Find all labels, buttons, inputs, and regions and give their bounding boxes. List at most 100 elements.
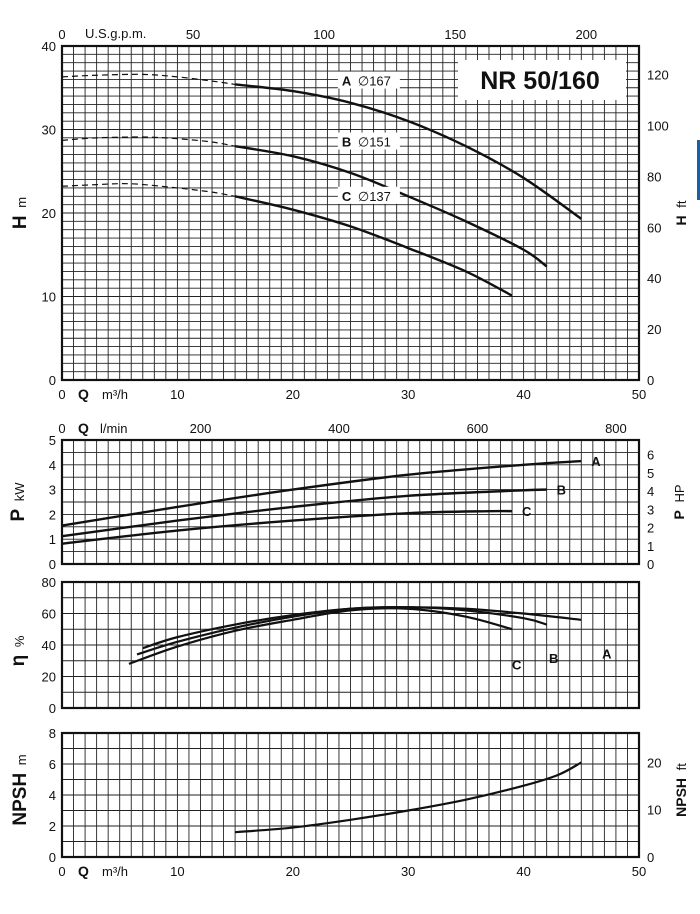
power-y-right-axis-title-label: P — [671, 510, 687, 519]
head-xtop-axis-title: U.S.g.p.m. — [85, 26, 146, 41]
npsh-y-axis-title: NPSH m — [10, 754, 31, 825]
power-xtick-top-label: 200 — [190, 421, 212, 436]
head-x-axis-title: Q — [78, 386, 89, 402]
efficiency-y-axis-title-label: η — [8, 655, 29, 667]
power-ytick-right-label: 2 — [647, 521, 654, 536]
power-xtop-axis-unit: l/min — [100, 421, 127, 436]
power-xtick-top-label: 800 — [605, 421, 627, 436]
head-y-axis-title-label: H — [10, 215, 31, 229]
head-ytick-right-label: 80 — [647, 169, 661, 184]
npsh-y-axis-title-unit: m — [14, 754, 29, 768]
head-ytick-label: 20 — [42, 206, 56, 221]
power-ytick-right-label: 5 — [647, 466, 654, 481]
power-curve-a — [61, 459, 582, 527]
efficiency-ytick-label: 40 — [42, 638, 56, 653]
head-curve-label-c: C — [342, 189, 352, 204]
power-ytick-label: 5 — [49, 433, 56, 448]
efficiency-curve-label-c: C — [512, 657, 522, 672]
power-y-axis-title: P kW — [8, 482, 29, 522]
chart-title: NR 50/160 — [480, 67, 600, 95]
power-y-axis-title-unit: kW — [12, 482, 27, 505]
efficiency-curve-label-b: B — [549, 651, 558, 666]
head-curve-b-dashed — [61, 136, 236, 147]
npsh-ytick-label: 8 — [49, 726, 56, 741]
head-xtick-label: 0 — [58, 387, 65, 402]
power-curve-label-b: B — [557, 483, 566, 498]
head-xtick-top-label: 100 — [313, 27, 335, 42]
npsh-ytick-right-label: 10 — [647, 803, 661, 818]
head-curve-c-dashed — [61, 183, 236, 197]
head-ytick-label: 40 — [42, 39, 56, 54]
power-ytick-right-label: 1 — [647, 539, 654, 554]
head-ytick-right-label: 20 — [647, 322, 661, 337]
head-curve-diameter-a: ∅167 — [358, 74, 391, 89]
npsh-xtick-label: 50 — [632, 864, 646, 879]
npsh-y-right-axis-title-unit: ft — [674, 763, 689, 774]
head-y-axis-title-unit: m — [14, 197, 29, 211]
head-xtick-label: 40 — [516, 387, 530, 402]
head-ytick-right-label: 120 — [647, 68, 669, 83]
npsh-y-right-axis-title-label: NPSH — [673, 778, 689, 817]
head-panel-frame — [60, 44, 641, 382]
head-y-right-axis-title-unit: ft — [674, 200, 689, 211]
npsh-ytick-label: 2 — [49, 819, 56, 834]
power-y-right-axis-title: P HP — [671, 484, 687, 519]
power-ytick-label: 3 — [49, 483, 56, 498]
head-xtick-top-label: 200 — [575, 27, 597, 42]
efficiency-y-axis-title-unit: % — [12, 635, 27, 651]
power-xtick-top-label: 0 — [58, 421, 65, 436]
npsh-panel-frame — [60, 731, 641, 859]
npsh-xtick-label: 20 — [286, 864, 300, 879]
power-ytick-right-label: 6 — [647, 448, 654, 463]
scan-edge-mark — [697, 140, 700, 200]
head-xtick-top-label: 0 — [58, 27, 65, 42]
head-y-right-axis-title-label: H — [673, 215, 689, 225]
head-y-axis-title: H m — [10, 197, 31, 229]
power-xtick-top-label: 600 — [467, 421, 489, 436]
head-curve-diameter-c: ∅137 — [358, 189, 391, 204]
head-ytick-right-label: 0 — [647, 373, 654, 388]
efficiency-panel-frame — [60, 580, 641, 710]
head-curve-label-bg — [337, 186, 400, 204]
efficiency-curve-b — [136, 606, 547, 656]
power-curve-label-a: A — [591, 454, 601, 469]
efficiency-curve-c — [128, 607, 513, 665]
npsh-y-axis-title-label: NPSH — [10, 773, 31, 826]
head-ytick-label: 30 — [42, 123, 56, 138]
power-curve-b — [61, 488, 547, 538]
head-ytick-label: 10 — [42, 290, 56, 305]
npsh-ytick-label: 0 — [49, 850, 56, 865]
efficiency-ytick-label: 80 — [42, 575, 56, 590]
power-y-axis-title-label: P — [8, 509, 29, 522]
head-x-axis-unit: m³/h — [102, 387, 128, 402]
head-xtick-top-label: 50 — [186, 27, 200, 42]
head-y-right-axis-title: H ft — [673, 200, 689, 225]
efficiency-ytick-label: 0 — [49, 701, 56, 716]
head-curve-a — [234, 83, 582, 220]
npsh-ytick-right-label: 20 — [647, 755, 661, 770]
power-ytick-label: 2 — [49, 507, 56, 522]
head-xtick-label: 50 — [632, 387, 646, 402]
efficiency-ytick-label: 20 — [42, 670, 56, 685]
power-ytick-right-label: 3 — [647, 502, 654, 517]
npsh-xtick-label: 30 — [401, 864, 415, 879]
npsh-ytick-label: 6 — [49, 757, 56, 772]
efficiency-y-axis-title: η % — [8, 635, 29, 666]
npsh-x-axis-unit: m³/h — [102, 864, 128, 879]
power-panel-frame — [60, 438, 641, 566]
head-curve-label-b: B — [342, 135, 351, 150]
power-curve-c — [61, 509, 513, 545]
head-curve-c — [234, 195, 513, 297]
power-curve-label-c: C — [522, 504, 532, 519]
head-xtick-label: 30 — [401, 387, 415, 402]
npsh-y-right-axis-title: NPSH ft — [673, 763, 689, 817]
efficiency-ytick-label: 60 — [42, 607, 56, 622]
head-ytick-right-label: 100 — [647, 118, 669, 133]
npsh-xtick-label: 40 — [516, 864, 530, 879]
npsh-ytick-label: 4 — [49, 788, 56, 803]
npsh-xtick-label: 0 — [58, 864, 65, 879]
chart-title-box — [458, 60, 626, 100]
power-y-right-axis-title-unit: HP — [672, 484, 687, 506]
